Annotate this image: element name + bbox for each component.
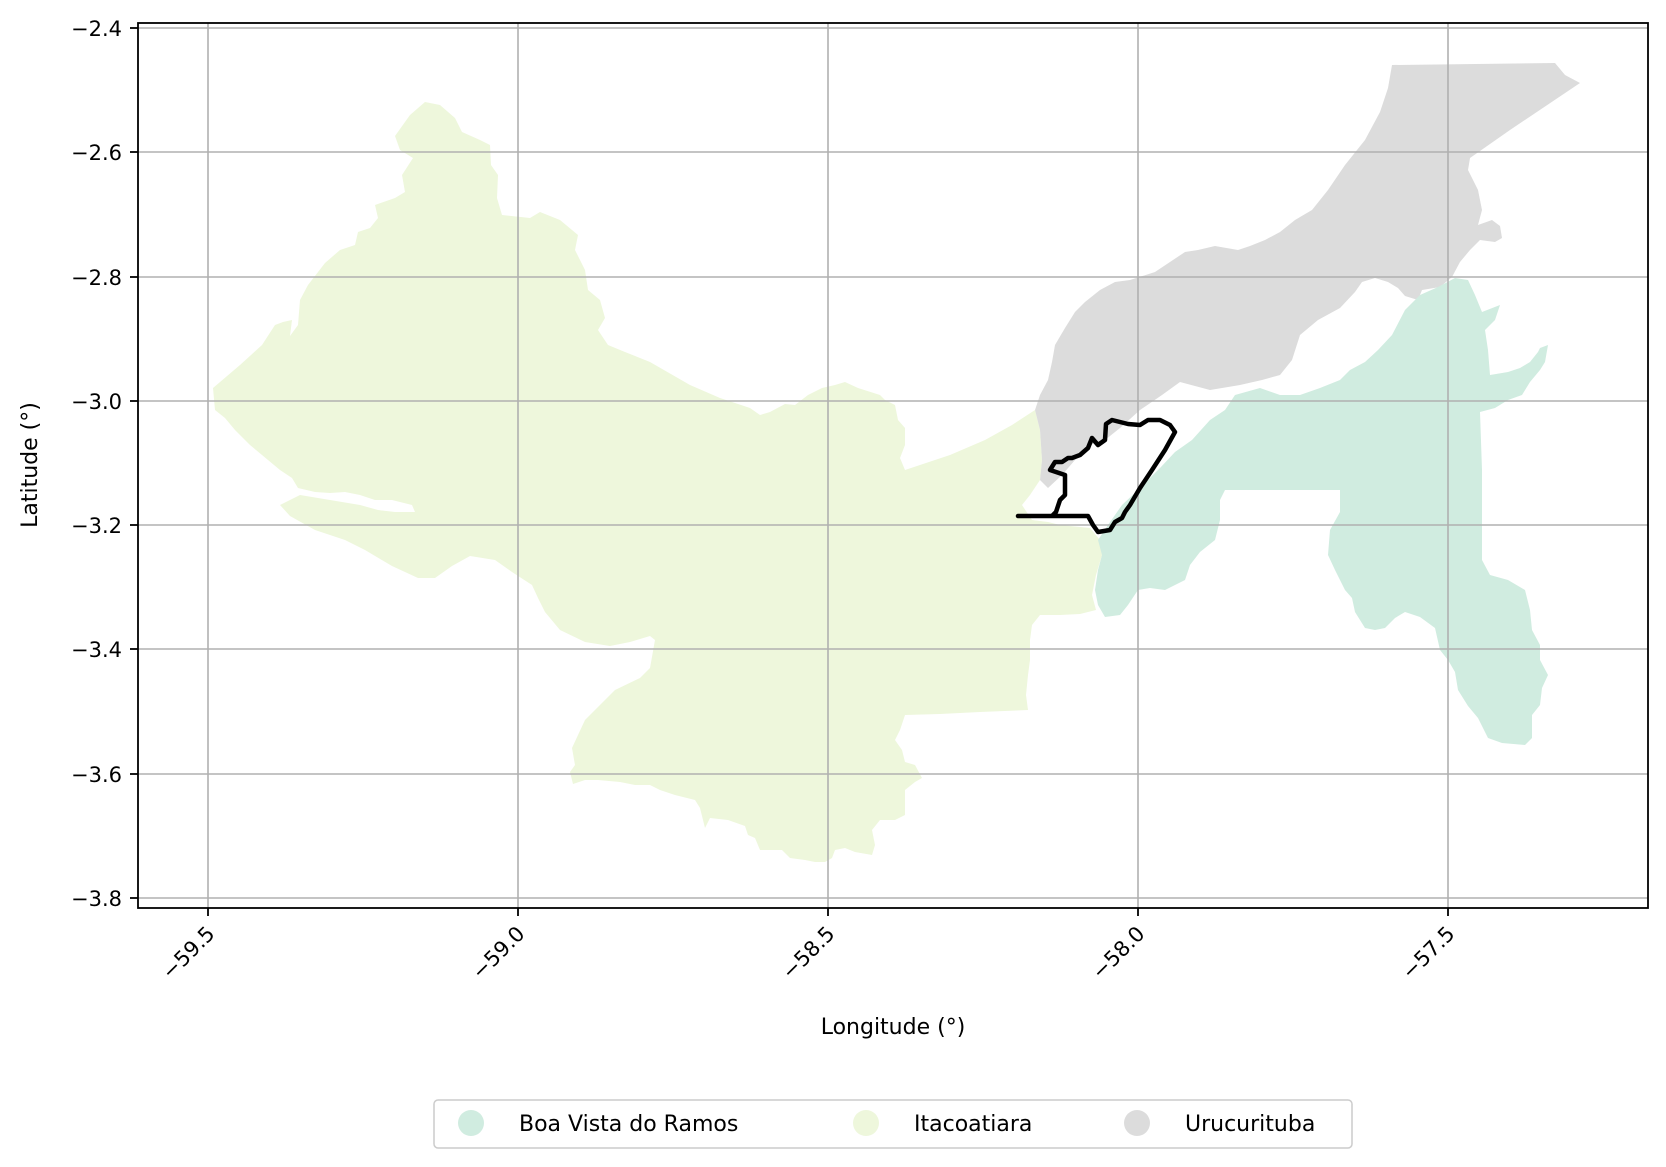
- y-tick-label: −3.4: [71, 638, 122, 662]
- legend-marker: [458, 1110, 484, 1136]
- x-tick-marks: [207, 908, 1449, 916]
- x-tick-label: −58.0: [1087, 922, 1149, 984]
- y-tick-label: −3.8: [71, 887, 122, 911]
- y-tick-label: −2.6: [71, 141, 122, 165]
- legend-marker: [853, 1110, 879, 1136]
- x-tick-label: −57.5: [1397, 922, 1459, 984]
- y-tick-label: −3.2: [71, 514, 122, 538]
- legend: Boa Vista do Ramos Itacoatiara Urucuritu…: [433, 1099, 1353, 1149]
- y-tick-label: −3.6: [71, 763, 122, 787]
- x-axis-label: Longitude (°): [821, 1015, 966, 1040]
- y-axis-label: Latitude (°): [18, 402, 43, 528]
- x-tick-label: −59.5: [157, 922, 219, 984]
- grid: [138, 23, 1648, 908]
- y-tick-label: −3.0: [71, 390, 122, 414]
- plot-frame: [137, 22, 1649, 909]
- regions: [213, 63, 1580, 862]
- legend-box: [433, 1099, 1353, 1149]
- legend-label: Boa Vista do Ramos: [519, 1112, 738, 1137]
- legend-entry: Urucurituba: [1124, 1110, 1315, 1137]
- region-itacoatiara: [213, 102, 1102, 862]
- legend-label: Urucurituba: [1185, 1112, 1315, 1137]
- highlighted-area-outline: [1015, 417, 1178, 535]
- region-urucurituba: [1035, 63, 1580, 488]
- legend-marker: [1124, 1110, 1150, 1136]
- legend-entry: Itacoatiara: [853, 1110, 1032, 1137]
- y-tick-label: −2.4: [71, 17, 122, 41]
- y-tick-labels: −2.4 −2.6 −2.8 −3.0 −3.2 −3.4 −3.6 −3.8: [71, 17, 122, 911]
- y-tick-label: −2.8: [71, 266, 122, 290]
- x-tick-label: −59.0: [467, 922, 529, 984]
- x-tick-labels: −59.5 −59.0 −58.5 −58.0 −57.5: [157, 922, 1459, 984]
- legend-entry: Boa Vista do Ramos: [458, 1110, 738, 1137]
- region-boa-vista-do-ramos: [1095, 278, 1548, 745]
- y-tick-marks: [130, 27, 138, 899]
- legend-label: Itacoatiara: [914, 1112, 1032, 1137]
- x-tick-label: −58.5: [777, 922, 839, 984]
